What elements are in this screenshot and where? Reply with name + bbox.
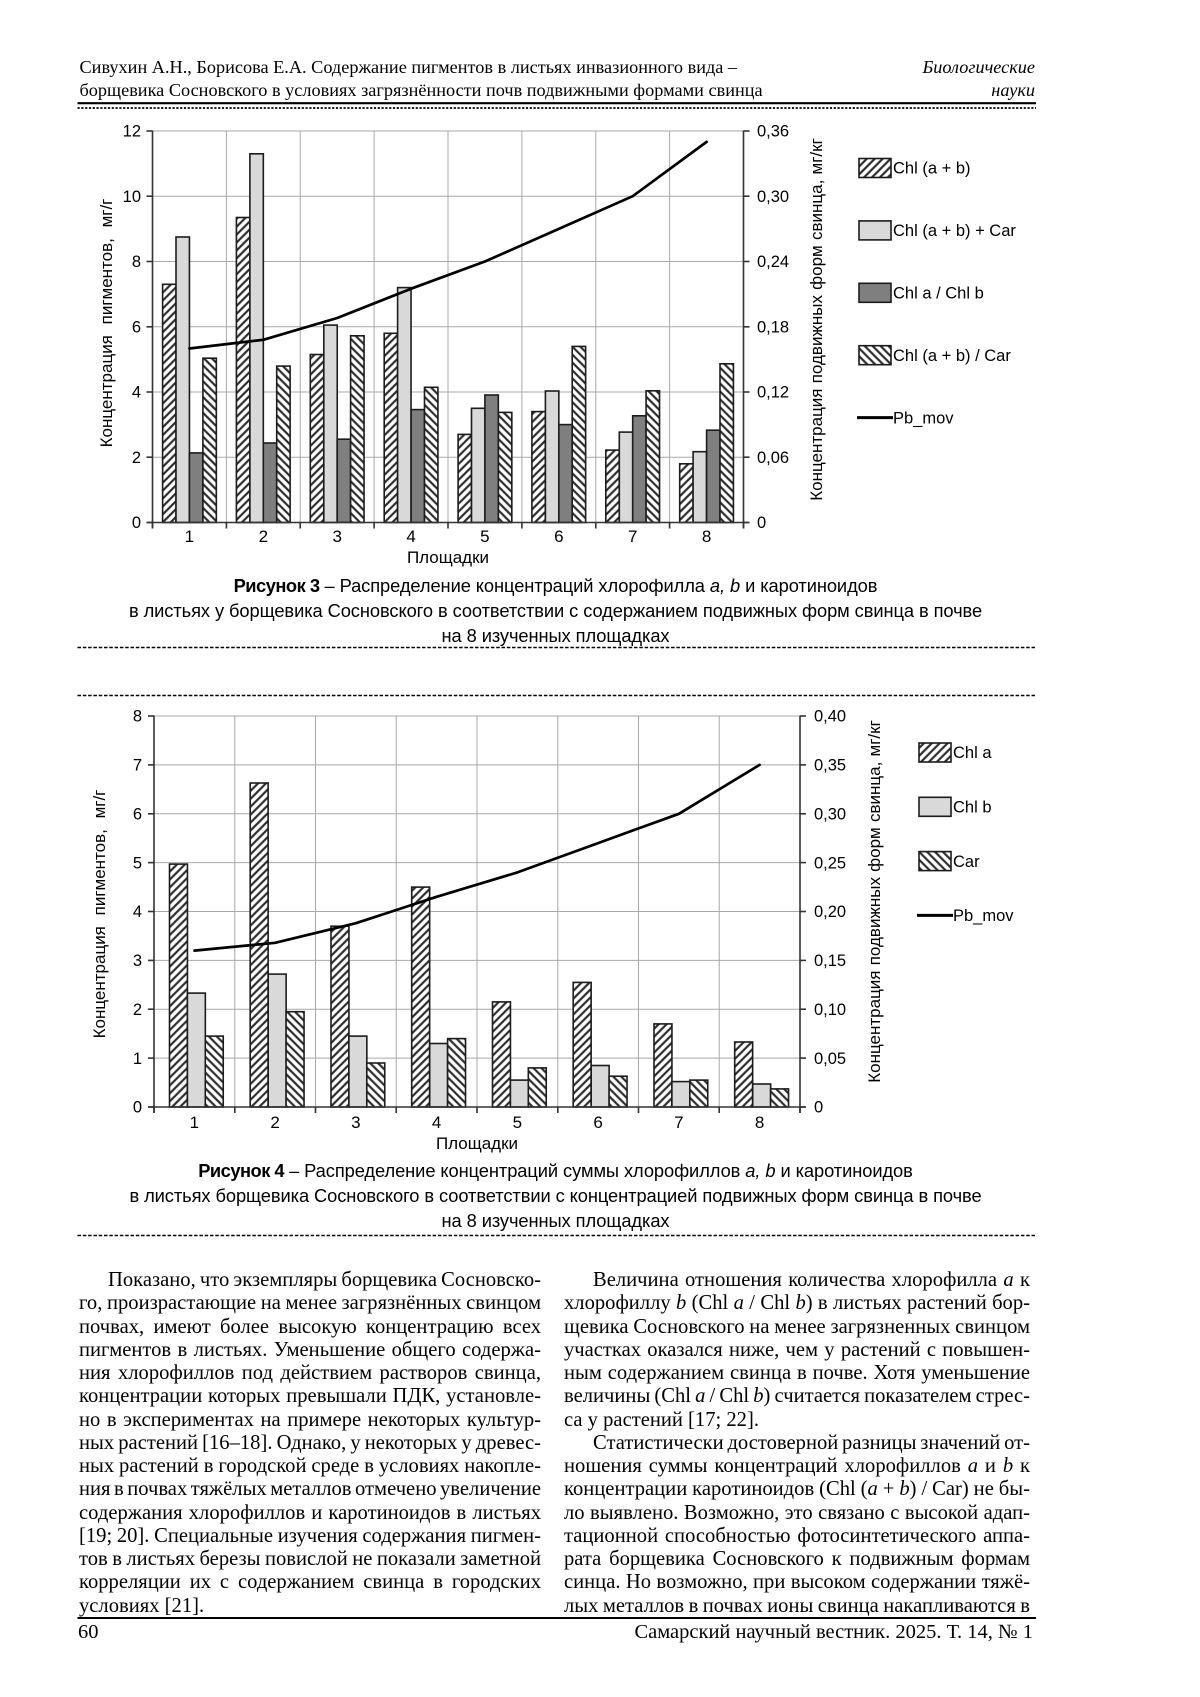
svg-text:4: 4 (132, 384, 141, 402)
svg-text:0,10: 0,10 (814, 1001, 846, 1019)
svg-text:2: 2 (132, 449, 141, 467)
svg-text:0: 0 (814, 1099, 823, 1117)
svg-text:Pb_mov: Pb_mov (893, 409, 954, 427)
svg-text:Chl (a + b) / Car: Chl (a + b) / Car (893, 347, 1011, 365)
svg-text:7: 7 (674, 1113, 683, 1132)
svg-text:Chl a / Chl b: Chl a / Chl b (893, 285, 984, 303)
svg-text:0,30: 0,30 (814, 806, 846, 824)
svg-text:Chl b: Chl b (953, 799, 992, 817)
svg-text:5: 5 (480, 527, 489, 546)
svg-text:Chl (a + b) + Car: Chl (a + b) + Car (893, 222, 1016, 240)
svg-text:0,18: 0,18 (757, 318, 789, 336)
svg-text:6: 6 (132, 318, 141, 336)
svg-text:3: 3 (351, 1113, 360, 1132)
svg-text:Площадки: Площадки (407, 548, 489, 567)
svg-text:0,05: 0,05 (814, 1050, 846, 1068)
svg-text:0: 0 (757, 514, 766, 532)
svg-text:0,24: 0,24 (757, 253, 789, 271)
svg-text:3: 3 (332, 527, 341, 546)
svg-text:8: 8 (133, 708, 142, 726)
svg-text:Концентрация подвижных форм св: Концентрация подвижных форм свинца, мг/к… (865, 720, 884, 1083)
svg-text:0: 0 (132, 514, 141, 532)
svg-text:6: 6 (593, 1113, 602, 1132)
svg-text:6: 6 (133, 806, 142, 824)
svg-text:4: 4 (133, 903, 142, 921)
svg-text:Pb_mov: Pb_mov (953, 907, 1014, 925)
svg-text:0,25: 0,25 (814, 854, 846, 872)
svg-text:Концентрация пигментов, мг/г: Концентрация пигментов, мг/г (90, 790, 109, 1039)
svg-text:7: 7 (628, 527, 637, 546)
svg-text:Концентрация подвижных форм св: Концентрация подвижных форм свинца, мг/к… (807, 138, 826, 501)
svg-text:Площадки: Площадки (436, 1134, 518, 1153)
svg-text:6: 6 (554, 527, 563, 546)
svg-text:0,30: 0,30 (757, 188, 789, 206)
svg-text:0,40: 0,40 (814, 708, 846, 726)
svg-text:5: 5 (513, 1113, 522, 1132)
svg-text:0,36: 0,36 (757, 123, 789, 141)
svg-text:0,15: 0,15 (814, 952, 846, 970)
svg-text:8: 8 (702, 527, 711, 546)
svg-text:Chl a: Chl a (953, 744, 992, 762)
svg-text:4: 4 (406, 527, 415, 546)
svg-text:0,35: 0,35 (814, 757, 846, 775)
svg-text:7: 7 (133, 757, 142, 775)
svg-text:Chl (a + b): Chl (a + b) (893, 160, 971, 178)
svg-text:2: 2 (270, 1113, 279, 1132)
svg-text:0: 0 (133, 1099, 142, 1117)
svg-text:3: 3 (133, 952, 142, 970)
svg-text:8: 8 (132, 253, 141, 271)
svg-text:8: 8 (755, 1113, 764, 1132)
svg-text:12: 12 (123, 123, 141, 141)
svg-text:5: 5 (133, 854, 142, 872)
svg-text:1: 1 (190, 1113, 199, 1132)
svg-text:1: 1 (133, 1050, 142, 1068)
svg-text:4: 4 (432, 1113, 441, 1132)
svg-text:Концентрация пигментов, мг/г: Концентрация пигментов, мг/г (97, 199, 116, 448)
svg-text:Car: Car (953, 853, 980, 871)
svg-text:0,12: 0,12 (757, 384, 789, 402)
svg-text:1: 1 (185, 527, 194, 546)
svg-text:2: 2 (259, 527, 268, 546)
svg-text:0,20: 0,20 (814, 903, 846, 921)
svg-text:10: 10 (123, 188, 141, 206)
svg-text:2: 2 (133, 1001, 142, 1019)
svg-text:0,06: 0,06 (757, 449, 789, 467)
